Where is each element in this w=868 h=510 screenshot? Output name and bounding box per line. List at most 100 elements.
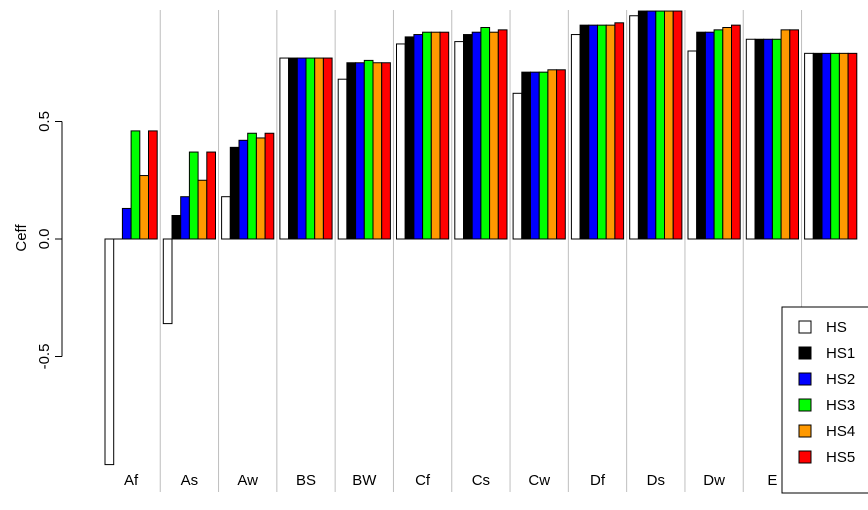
bar-hs-df <box>570 34 581 240</box>
bar-hs3-e <box>771 38 782 240</box>
x-tick-label: As <box>181 472 199 489</box>
bar-hs-bs <box>279 57 290 240</box>
y-tick-label: 0.0 <box>36 229 53 250</box>
bar-hs1-bw <box>346 62 357 240</box>
bar-hs3-af <box>130 130 141 240</box>
bar-hs2-all <box>821 52 832 240</box>
bar-hs5-dw <box>731 24 741 240</box>
bar-hs2-df <box>588 24 598 240</box>
legend-label: HS5 <box>826 449 855 466</box>
legend-swatch <box>798 346 812 360</box>
bar-hs1-aw <box>229 146 240 240</box>
bar-hs-dw <box>687 50 698 240</box>
bar-hs-bw <box>337 78 348 240</box>
y-axis-title: Ceff <box>13 224 30 252</box>
bar-hs4-e <box>780 29 791 240</box>
bar-hs2-cs <box>471 31 482 240</box>
bar-hs4-cs <box>489 31 499 240</box>
bar-hs-cw <box>512 92 523 240</box>
bar-hs5-bw <box>381 62 391 240</box>
bar-hs4-dw <box>722 27 732 240</box>
x-tick-labels: AfAsAwBSBWCfCsCwDfDsDwEAll <box>124 472 839 489</box>
legend-swatch <box>798 450 812 464</box>
bar-hs3-ds <box>655 10 665 240</box>
legend-label: HS2 <box>826 371 855 388</box>
bar-hs2-af <box>121 207 132 240</box>
x-tick-label: BS <box>296 472 316 489</box>
x-tick-label: E <box>767 472 777 489</box>
bar-hs4-df <box>605 24 616 240</box>
legend-swatch <box>798 320 812 334</box>
bar-hs3-as <box>188 151 199 240</box>
bar-hs4-bs <box>314 57 324 240</box>
legend-label: HS <box>826 319 847 336</box>
bar-hs5-as <box>206 151 217 240</box>
bar-hs-cf <box>396 43 406 240</box>
bar-hs1-as <box>171 215 182 240</box>
bar-hs5-cs <box>497 29 508 240</box>
x-tick-label: Cf <box>415 472 431 489</box>
category-separators <box>159 10 803 492</box>
bar-hs5-af <box>148 130 158 240</box>
legend-label: HS4 <box>826 423 855 440</box>
bar-hs-ds <box>629 15 639 240</box>
bar-hs-e <box>745 38 756 240</box>
bar-hs4-bw <box>372 62 383 240</box>
bar-hs-all <box>804 52 814 240</box>
bar-hs1-all <box>812 52 823 240</box>
x-tick-label: Cw <box>528 472 550 489</box>
bar-hs-af <box>104 238 115 466</box>
bar-hs3-bw <box>363 59 374 240</box>
bar-hs5-cw <box>556 69 566 240</box>
bar-hs2-bw <box>355 62 365 240</box>
bar-hs2-ds <box>646 10 657 240</box>
bar-hs3-dw <box>713 29 724 240</box>
bars <box>104 10 858 466</box>
bar-hs5-df <box>614 22 625 240</box>
bar-hs-aw <box>221 196 231 240</box>
bar-hs5-all <box>847 52 858 240</box>
x-tick-label: Aw <box>237 472 258 489</box>
legend-label: HS1 <box>826 345 855 362</box>
y-tick-label: -0.5 <box>36 344 53 370</box>
bar-hs3-cw <box>538 71 549 240</box>
bar-hs1-bs <box>288 57 298 240</box>
legend: HS HS1 HS2 HS3 HS4 HS5 <box>781 306 868 494</box>
bar-hs5-cf <box>439 31 450 240</box>
bar-hs2-e <box>763 38 773 240</box>
bar-hs2-cf <box>413 34 424 240</box>
bar-hs4-as <box>197 179 208 240</box>
bar-hs1-ds <box>637 10 648 240</box>
bar-hs1-e <box>754 38 765 240</box>
bar-hs1-dw <box>696 31 706 240</box>
legend-swatch <box>798 424 812 438</box>
x-tick-label: Ds <box>647 472 665 489</box>
legend-label: HS3 <box>826 397 855 414</box>
bar-hs4-aw <box>255 137 266 240</box>
x-tick-label: Df <box>590 472 606 489</box>
bar-hs5-bs <box>322 57 333 240</box>
y-tick-label: 0.5 <box>36 111 53 132</box>
x-tick-label: Cs <box>472 472 490 489</box>
bar-hs2-bs <box>296 57 307 240</box>
legend-swatch <box>798 372 812 386</box>
bar-hs5-e <box>789 29 799 240</box>
bar-hs4-ds <box>664 10 674 240</box>
bar-hs4-cf <box>430 31 441 240</box>
x-tick-label: Af <box>124 472 139 489</box>
bar-hs5-aw <box>264 132 275 240</box>
bar-hs1-cf <box>404 36 415 240</box>
bar-hs1-df <box>579 24 590 240</box>
x-tick-label: Dw <box>703 472 725 489</box>
bar-hs3-aw <box>247 132 257 240</box>
bar-hs3-bs <box>305 57 316 240</box>
bar-hs5-ds <box>672 10 683 240</box>
bar-hs2-aw <box>238 139 249 240</box>
bar-hs3-cf <box>422 31 432 240</box>
bar-hs2-cw <box>530 71 540 240</box>
bar-hs4-cw <box>547 69 558 240</box>
x-tick-label: BW <box>352 472 377 489</box>
bar-hs-as <box>162 238 173 325</box>
bar-hs3-cs <box>480 27 491 240</box>
